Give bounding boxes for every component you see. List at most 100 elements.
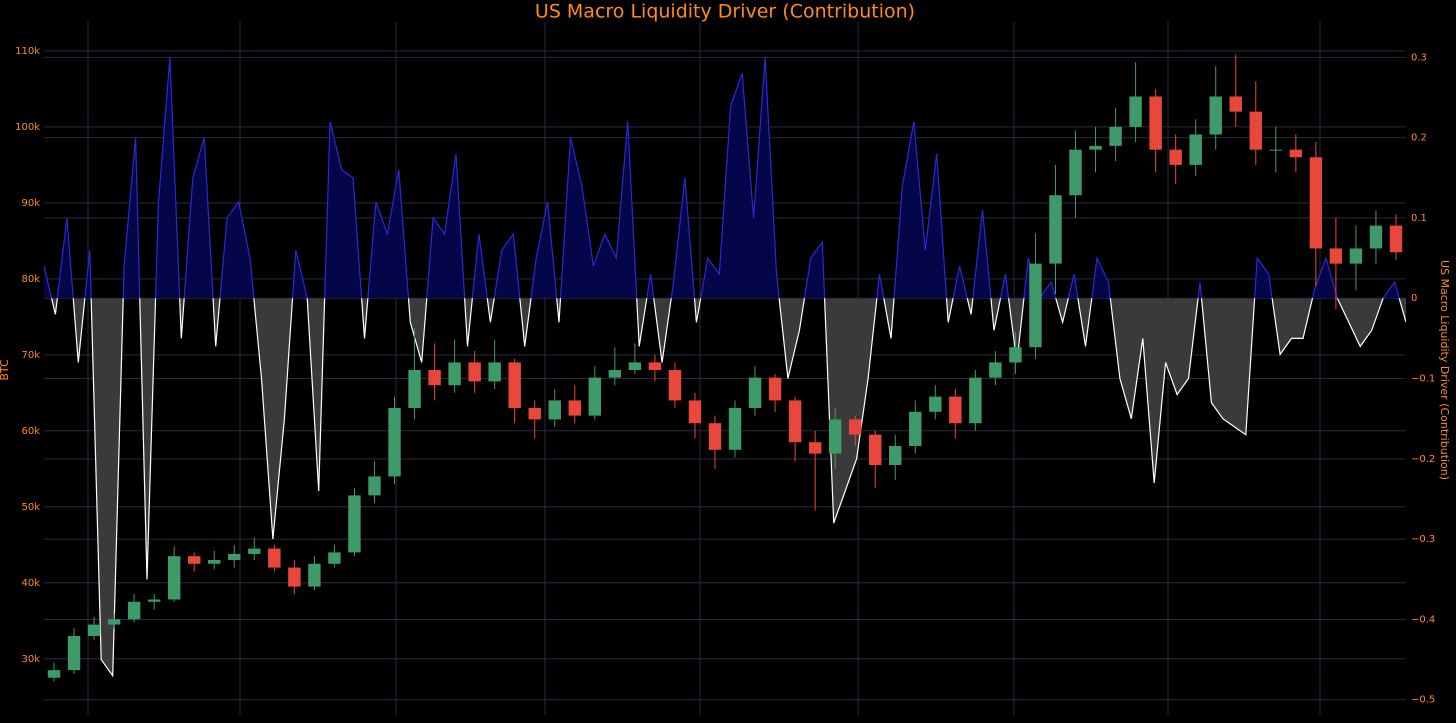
chart-title: US Macro Liquidity Driver (Contribution) (535, 1, 915, 23)
y-tick-label: 80k (21, 274, 40, 285)
candle (1389, 214, 1403, 260)
candle-body (468, 362, 481, 382)
candle-body (969, 377, 982, 424)
candle (408, 328, 421, 420)
candle (368, 461, 381, 503)
candle-body (147, 599, 161, 602)
tick-layer: 30k 40k 50k 60k 70k 80k 90k 100k 110k −0.5 −0.4 −0.… (15, 46, 1435, 706)
candle (608, 347, 622, 386)
candle (1149, 88, 1162, 173)
candle-body (1009, 347, 1022, 363)
y2-tick-label: −0.3 (1411, 534, 1435, 545)
candle (1229, 54, 1242, 127)
candle-body (528, 408, 541, 420)
candle-body (628, 362, 642, 371)
candle (969, 370, 982, 431)
candle (929, 385, 942, 420)
candle-body (67, 635, 81, 671)
candle-body (748, 377, 762, 409)
candle-body (708, 423, 722, 450)
y2-tick-label: 0.1 (1411, 213, 1427, 224)
candle-body (1229, 96, 1242, 112)
candle-body (909, 411, 922, 447)
candle-body (1349, 248, 1363, 264)
candle (107, 613, 121, 629)
candle-body (368, 476, 381, 496)
candle-body (949, 396, 962, 424)
candle-body (1109, 126, 1122, 146)
candle (648, 354, 662, 382)
y2-tick-label: 0.2 (1411, 133, 1427, 144)
candle-body (1189, 134, 1202, 165)
candle (949, 389, 962, 439)
candle-body (1129, 96, 1142, 127)
candle (848, 415, 862, 447)
candle (1349, 225, 1363, 291)
candle-body (688, 400, 702, 424)
y2-tick-label: −0.2 (1411, 454, 1435, 465)
candle (1309, 142, 1323, 287)
candle (1009, 332, 1022, 374)
candle (388, 396, 401, 484)
candle (588, 366, 602, 420)
candle-body (268, 548, 281, 568)
candle (428, 343, 441, 401)
candle-body (348, 495, 361, 553)
candle (348, 487, 361, 557)
y-tick-label: 60k (21, 426, 40, 437)
candle-body (428, 370, 441, 386)
candle (308, 556, 321, 591)
y2-tick-label: −0.5 (1411, 695, 1435, 706)
candle (448, 339, 461, 393)
candle-body (488, 362, 501, 382)
candle-body (608, 370, 622, 378)
line-positive (44, 57, 1400, 299)
y-axis-label: BTC (0, 359, 11, 381)
candle (1089, 126, 1102, 173)
candle-body (808, 442, 822, 454)
candle-layer (47, 54, 1403, 682)
y-tick-label: 70k (21, 350, 40, 361)
candle-body (167, 556, 181, 600)
candle-body (828, 419, 842, 454)
candle-body (1389, 225, 1403, 253)
candle-body (1049, 195, 1062, 264)
candle (548, 389, 561, 428)
candle (488, 339, 501, 390)
candle-body (929, 396, 942, 412)
candle-body (788, 400, 802, 443)
candle (1329, 218, 1343, 310)
candle (468, 351, 481, 393)
candle (748, 366, 762, 416)
candle-body (588, 377, 602, 416)
y-tick-label: 90k (21, 198, 40, 209)
candle-body (728, 408, 742, 450)
y-tick-label: 50k (21, 502, 40, 513)
candle (989, 351, 1002, 386)
candle-body (388, 408, 401, 477)
candle (167, 546, 181, 602)
candle (328, 544, 341, 568)
candle-body (1149, 96, 1162, 150)
y2-tick-label: 0.3 (1411, 52, 1427, 63)
candle (1269, 126, 1283, 173)
candle (67, 628, 81, 674)
candle-body (668, 370, 682, 401)
candle (228, 544, 241, 568)
candle-body (848, 419, 862, 435)
candle-body (1329, 248, 1343, 264)
candle-body (889, 446, 902, 466)
candle-body (47, 670, 61, 678)
candle (808, 430, 822, 511)
candle (828, 408, 842, 469)
candle-body (107, 619, 121, 625)
candle-body (87, 624, 101, 636)
candle-body (248, 548, 261, 554)
candle-body (308, 563, 321, 587)
candle-body (568, 400, 581, 416)
y2-tick-label: −0.4 (1411, 614, 1435, 625)
y-tick-label: 30k (21, 654, 40, 665)
candle-body (328, 552, 341, 564)
candle-body (1289, 149, 1303, 158)
